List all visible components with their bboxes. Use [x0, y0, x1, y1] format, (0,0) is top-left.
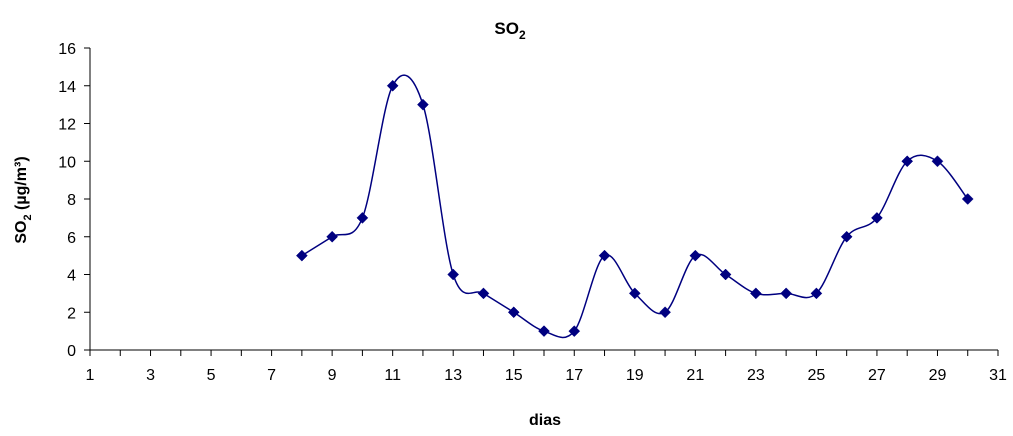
- data-point-day-24: [780, 287, 792, 300]
- data-point-day-8: [296, 249, 308, 262]
- data-point-day-25: [810, 287, 823, 300]
- data-point-day-23: [750, 287, 762, 300]
- data-point-day-10: [356, 212, 369, 224]
- x-tick-label: 27: [868, 367, 886, 384]
- x-tick-label: 7: [267, 367, 276, 384]
- chart-title: SO2: [494, 19, 526, 42]
- x-axis-label: dias: [529, 412, 561, 429]
- data-point-day-15: [507, 306, 520, 319]
- data-point-day-16: [538, 325, 550, 337]
- x-tick-label: 1: [86, 367, 95, 384]
- x-tick-label: 29: [929, 367, 947, 384]
- data-point-day-9: [326, 230, 338, 243]
- x-tick-label: 13: [444, 367, 462, 384]
- data-point-day-11: [386, 79, 399, 92]
- x-tick-label: 25: [808, 367, 826, 384]
- data-point-day-27: [871, 212, 883, 224]
- y-tick-label: 6: [67, 230, 76, 247]
- y-tick-label: 4: [67, 268, 76, 285]
- x-tick-label: 9: [328, 367, 337, 384]
- data-point-day-14: [477, 287, 490, 300]
- x-tick-label: 15: [505, 367, 523, 384]
- y-axis-label: SO2 (µg/m³): [13, 156, 34, 243]
- y-tick-label: 10: [58, 154, 76, 171]
- y-tick-label: 14: [58, 79, 76, 96]
- x-tick-label: 3: [146, 367, 155, 384]
- data-point-day-29: [931, 155, 944, 168]
- data-point-day-30: [961, 193, 974, 205]
- y-tick-label: 16: [58, 41, 76, 58]
- data-point-day-21: [689, 249, 702, 262]
- axes: [84, 47, 999, 356]
- data-point-day-12: [417, 98, 429, 111]
- x-tick-label: 17: [565, 367, 583, 384]
- data-point-day-13: [447, 268, 460, 281]
- x-tick-label: 21: [686, 367, 704, 384]
- data-point-day-18: [598, 249, 611, 262]
- x-tick-label: 31: [989, 367, 1007, 384]
- y-tick-label: 2: [67, 305, 76, 322]
- data-point-day-26: [840, 230, 853, 243]
- y-tick-label: 0: [67, 343, 76, 360]
- data-point-day-19: [628, 287, 641, 300]
- data-point-day-22: [719, 268, 732, 281]
- x-tick-label: 5: [207, 367, 216, 384]
- x-tick-label: 11: [384, 367, 401, 384]
- data-point-day-20: [659, 306, 671, 319]
- data-point-day-28: [901, 155, 914, 168]
- y-tick-label: 8: [67, 192, 76, 209]
- plot-area: [296, 74, 974, 339]
- y-tick-label: 12: [58, 117, 76, 134]
- data-point-day-17: [568, 325, 581, 337]
- x-tick-label: 19: [626, 367, 644, 384]
- x-tick-label: 23: [747, 367, 765, 384]
